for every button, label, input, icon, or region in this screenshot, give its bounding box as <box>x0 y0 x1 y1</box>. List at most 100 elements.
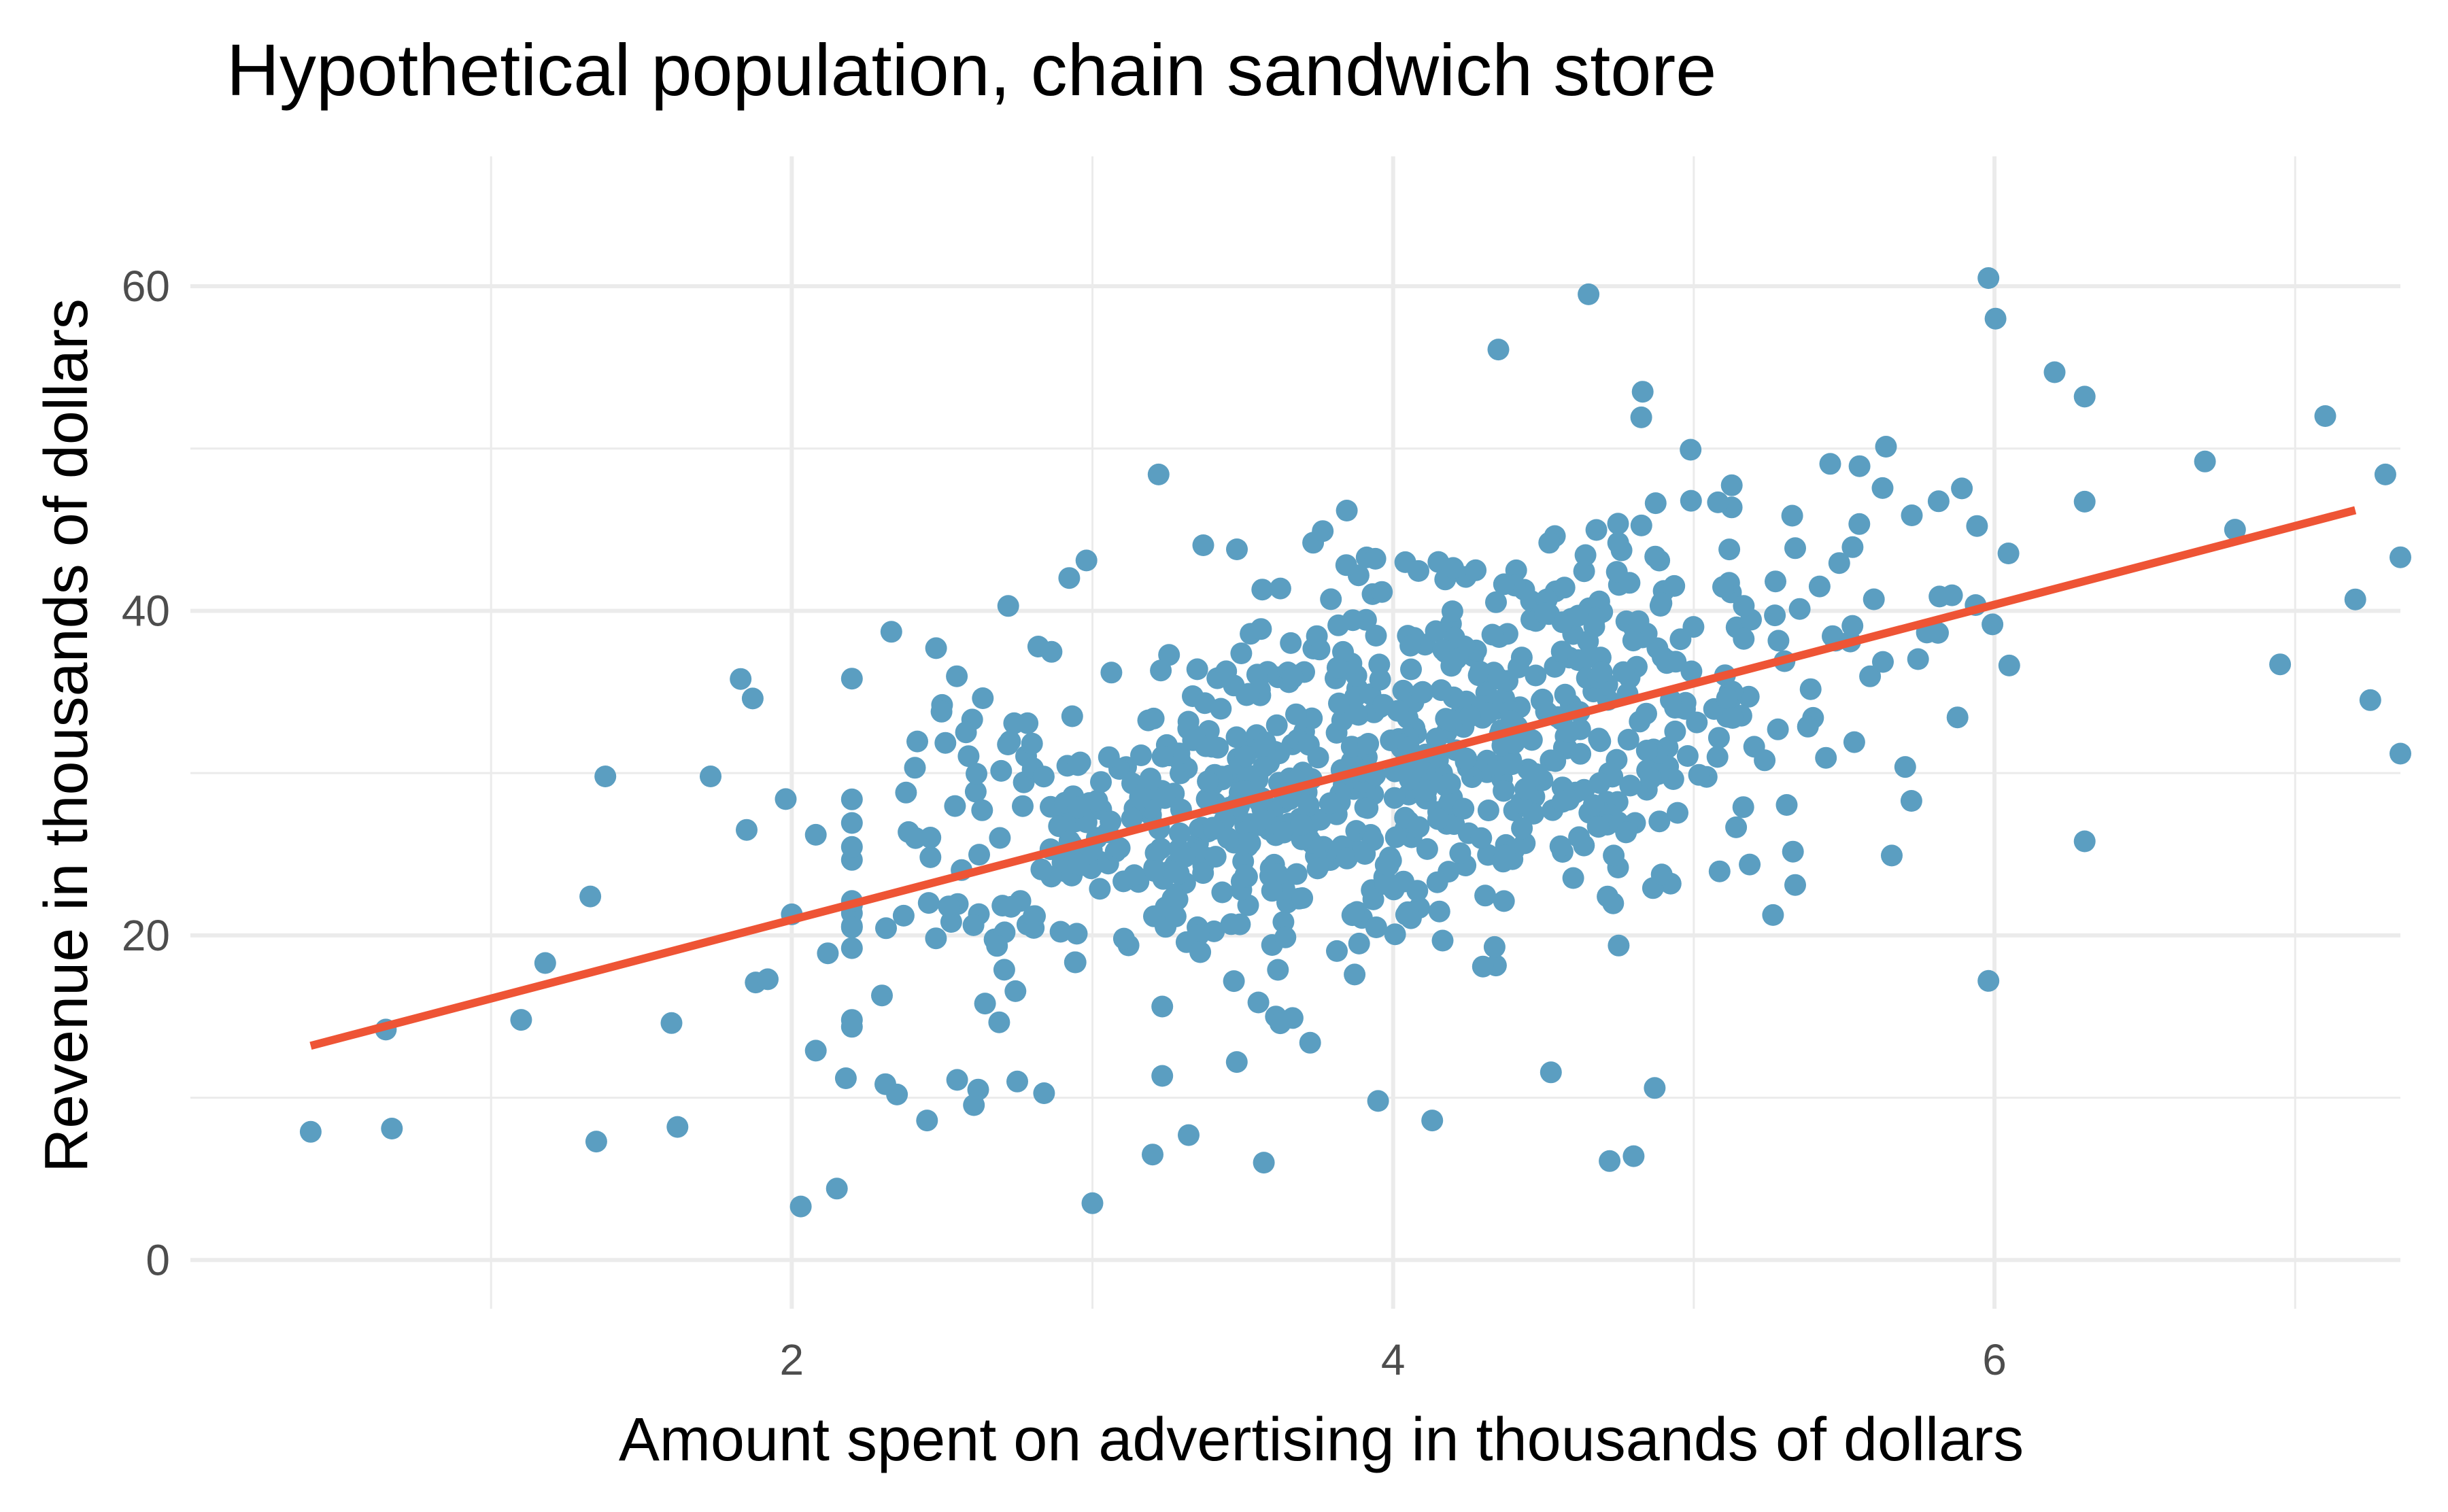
data-point <box>1021 732 1043 755</box>
data-point <box>1472 955 1494 978</box>
data-point <box>1487 339 1510 361</box>
data-point <box>2194 450 2216 472</box>
data-point <box>1501 753 1523 776</box>
data-point <box>1459 705 1481 727</box>
data-point <box>1384 923 1406 946</box>
data-point <box>1648 549 1671 572</box>
data-point <box>1123 864 1146 887</box>
data-point <box>1335 554 1357 577</box>
data-point <box>1716 687 1738 710</box>
data-point <box>1098 746 1120 768</box>
data-point <box>1492 850 1514 873</box>
data-point <box>1848 455 1871 477</box>
data-point <box>1164 906 1187 927</box>
data-point <box>1725 816 1748 838</box>
data-point <box>1143 860 1165 882</box>
y-tick-label: 0 <box>146 1235 170 1284</box>
data-point <box>1477 800 1499 821</box>
data-point <box>1081 1192 1104 1214</box>
data-point <box>1554 683 1576 706</box>
data-point <box>1525 763 1548 785</box>
data-point <box>299 1120 322 1143</box>
data-point <box>1151 1065 1174 1087</box>
data-point <box>1712 576 1734 598</box>
data-point <box>2390 742 2411 765</box>
data-point <box>1871 477 1894 499</box>
data-point <box>1739 853 1761 876</box>
data-point <box>1406 756 1429 778</box>
data-point <box>1225 726 1248 749</box>
data-point <box>1365 625 1387 647</box>
data-point <box>2344 588 2366 611</box>
data-point <box>1142 1144 1163 1166</box>
data-point <box>1781 504 1803 527</box>
data-point <box>1326 657 1348 679</box>
data-point <box>1452 797 1475 820</box>
data-point <box>962 914 985 936</box>
data-point <box>1129 786 1151 808</box>
data-point <box>1582 794 1605 817</box>
data-point <box>1442 557 1464 579</box>
data-point <box>1368 653 1391 676</box>
data-point <box>2359 689 2381 711</box>
data-point <box>1977 969 2000 992</box>
data-point <box>1631 381 1654 403</box>
data-point <box>1400 658 1422 681</box>
data-point <box>1250 808 1272 831</box>
data-point <box>1147 463 1170 485</box>
data-point <box>1615 821 1637 844</box>
data-point <box>1354 843 1376 865</box>
regression-line <box>309 506 2357 1050</box>
data-point <box>840 668 863 690</box>
data-point <box>1174 846 1196 868</box>
data-point <box>1635 702 1657 725</box>
data-point <box>1481 623 1503 646</box>
data-point <box>946 665 968 687</box>
data-point <box>1578 283 1600 305</box>
data-point <box>1708 860 1731 882</box>
data-point <box>1688 763 1710 786</box>
data-point <box>1977 267 2000 289</box>
data-point <box>1426 871 1448 893</box>
data-point <box>1415 779 1438 802</box>
data-point <box>1299 1031 1321 1054</box>
data-point <box>1342 902 1365 925</box>
data-point <box>840 1016 863 1038</box>
data-point <box>1998 654 2020 676</box>
data-point <box>916 1110 938 1132</box>
data-point <box>1901 504 1923 526</box>
data-point <box>944 795 966 817</box>
data-point <box>1430 679 1452 702</box>
data-point <box>1040 640 1063 663</box>
data-point <box>1033 1082 1055 1104</box>
data-point <box>1421 1110 1444 1132</box>
data-point <box>1743 736 1765 758</box>
data-point <box>1204 846 1227 868</box>
data-point <box>1234 745 1257 768</box>
data-point <box>1894 756 1916 778</box>
data-point <box>1267 959 1289 981</box>
data-point <box>1550 640 1573 663</box>
data-point <box>1357 797 1379 819</box>
data-point <box>1425 727 1448 750</box>
major-gridlines <box>190 156 2400 1309</box>
data-point <box>1591 661 1613 683</box>
data-point <box>1573 560 1595 583</box>
data-point <box>1562 867 1584 889</box>
data-point <box>1599 1150 1621 1172</box>
data-point <box>1342 609 1364 632</box>
data-point <box>1622 630 1644 652</box>
data-point <box>1762 904 1784 926</box>
data-point <box>1151 745 1174 768</box>
data-point <box>1534 602 1556 624</box>
data-point <box>1474 884 1497 907</box>
data-point <box>1650 592 1673 615</box>
data-point <box>1357 733 1380 755</box>
data-point <box>1808 575 1831 598</box>
data-point <box>1680 439 1702 461</box>
data-point <box>1425 620 1447 642</box>
data-point <box>1006 1070 1028 1093</box>
data-point <box>834 1067 857 1089</box>
data-point <box>925 637 947 659</box>
